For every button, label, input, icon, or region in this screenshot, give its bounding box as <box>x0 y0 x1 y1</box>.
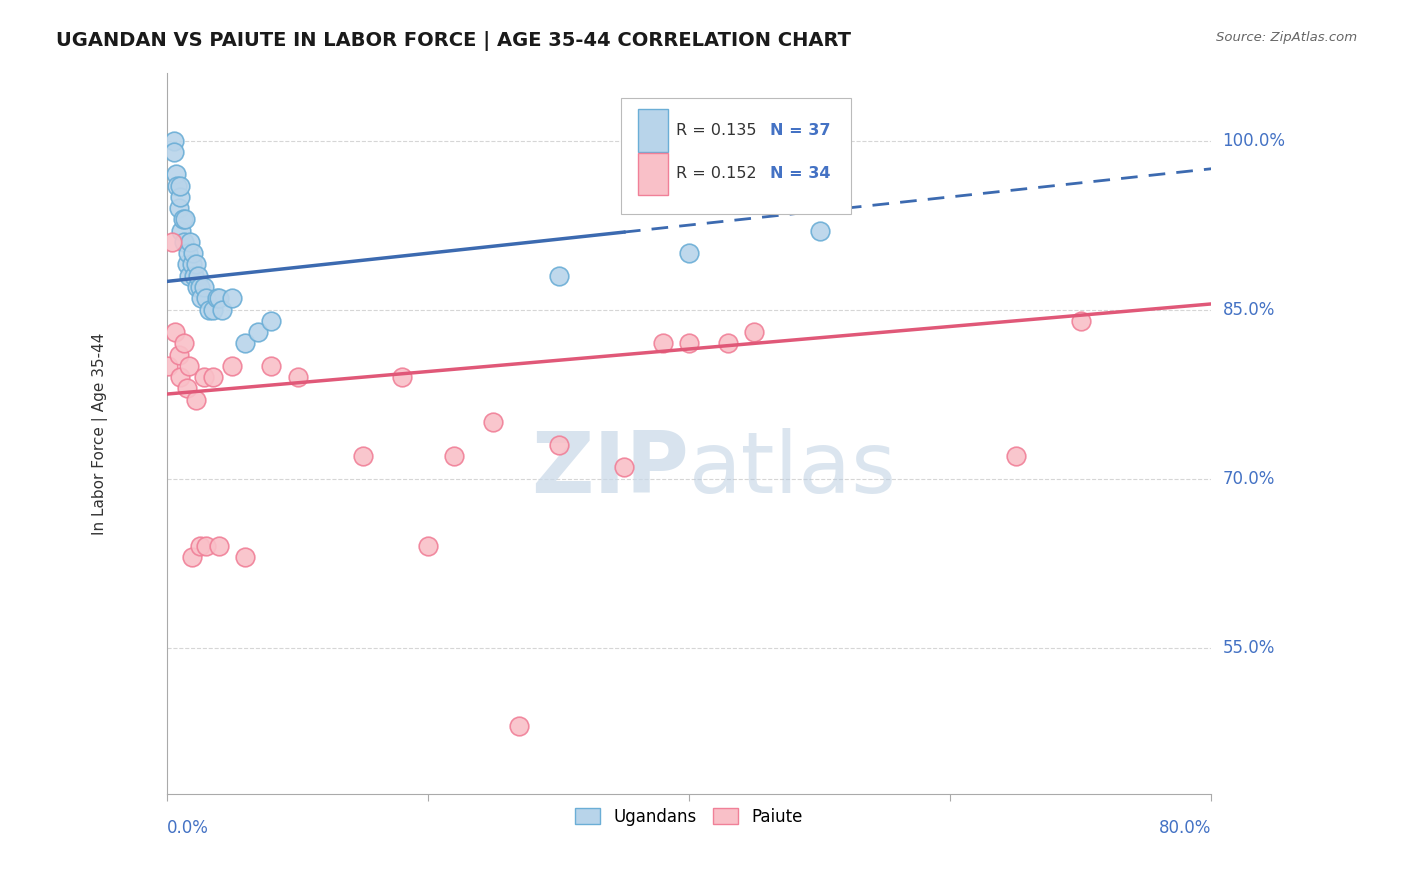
Point <box>173 336 195 351</box>
Point <box>193 280 215 294</box>
Text: ZIP: ZIP <box>531 428 689 511</box>
Point <box>211 302 233 317</box>
Text: 0.0%: 0.0% <box>167 819 209 837</box>
Point <box>162 145 184 159</box>
Point <box>233 336 256 351</box>
Point <box>260 359 283 373</box>
Text: 70.0%: 70.0% <box>1223 469 1275 488</box>
Point <box>177 246 200 260</box>
Point <box>717 336 740 351</box>
Point <box>180 550 202 565</box>
Text: 85.0%: 85.0% <box>1223 301 1275 318</box>
Point <box>195 291 218 305</box>
Text: UGANDAN VS PAIUTE IN LABOR FORCE | AGE 35-44 CORRELATION CHART: UGANDAN VS PAIUTE IN LABOR FORCE | AGE 3… <box>56 31 851 51</box>
Point <box>208 539 231 553</box>
Point <box>287 370 309 384</box>
Point <box>188 539 211 553</box>
Text: In Labor Force | Age 35-44: In Labor Force | Age 35-44 <box>93 333 108 534</box>
Point <box>183 268 205 283</box>
Point <box>184 258 207 272</box>
Point <box>176 381 198 395</box>
Point <box>166 178 188 193</box>
Point <box>808 224 831 238</box>
Point <box>482 415 505 429</box>
Text: 55.0%: 55.0% <box>1223 639 1275 657</box>
Point <box>176 258 198 272</box>
Point <box>197 302 219 317</box>
Text: 80.0%: 80.0% <box>1159 819 1212 837</box>
Point <box>187 268 209 283</box>
Point <box>391 370 413 384</box>
Point <box>443 449 465 463</box>
Point <box>186 280 208 294</box>
Point <box>208 291 231 305</box>
Point <box>221 291 243 305</box>
Point <box>756 134 779 148</box>
Point <box>169 190 191 204</box>
Point <box>179 359 201 373</box>
Point <box>169 370 191 384</box>
Point <box>260 314 283 328</box>
Point <box>678 336 700 351</box>
Point <box>205 291 228 305</box>
Point <box>613 460 636 475</box>
Point <box>184 392 207 407</box>
Point <box>547 268 569 283</box>
Point <box>508 719 530 733</box>
Text: N = 34: N = 34 <box>769 167 830 181</box>
Point <box>1070 314 1092 328</box>
Text: Source: ZipAtlas.com: Source: ZipAtlas.com <box>1216 31 1357 45</box>
Point <box>167 348 190 362</box>
Point <box>201 370 224 384</box>
Text: atlas: atlas <box>689 428 897 511</box>
Point <box>170 224 193 238</box>
Point <box>221 359 243 373</box>
Point <box>165 167 187 181</box>
Text: 100.0%: 100.0% <box>1223 132 1285 150</box>
Point <box>547 438 569 452</box>
FancyBboxPatch shape <box>621 98 851 213</box>
Point <box>190 291 212 305</box>
Point <box>179 235 201 249</box>
Text: R = 0.135: R = 0.135 <box>676 123 756 138</box>
Text: R = 0.152: R = 0.152 <box>676 167 756 181</box>
Point <box>179 268 201 283</box>
Point <box>416 539 439 553</box>
Point <box>1004 449 1026 463</box>
Point <box>162 134 184 148</box>
Point <box>193 370 215 384</box>
Point <box>157 359 180 373</box>
Point <box>163 325 186 339</box>
Point <box>352 449 374 463</box>
Point <box>167 201 190 215</box>
Point <box>678 246 700 260</box>
Point <box>169 178 191 193</box>
Point <box>160 235 183 249</box>
Point <box>744 325 766 339</box>
Point <box>173 235 195 249</box>
Point <box>188 280 211 294</box>
Point <box>180 258 202 272</box>
FancyBboxPatch shape <box>638 110 668 152</box>
FancyBboxPatch shape <box>638 153 668 195</box>
Point <box>181 246 204 260</box>
Point <box>172 212 194 227</box>
Point <box>233 550 256 565</box>
Point <box>201 302 224 317</box>
Point <box>174 212 197 227</box>
Legend: Ugandans, Paiute: Ugandans, Paiute <box>568 801 810 832</box>
Point <box>247 325 270 339</box>
Point <box>195 539 218 553</box>
Point <box>652 336 675 351</box>
Text: N = 37: N = 37 <box>769 123 830 138</box>
